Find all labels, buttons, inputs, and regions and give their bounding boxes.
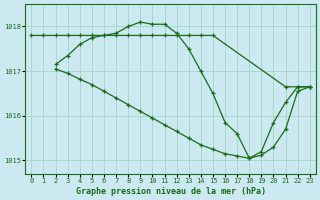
X-axis label: Graphe pression niveau de la mer (hPa): Graphe pression niveau de la mer (hPa) [76,187,266,196]
